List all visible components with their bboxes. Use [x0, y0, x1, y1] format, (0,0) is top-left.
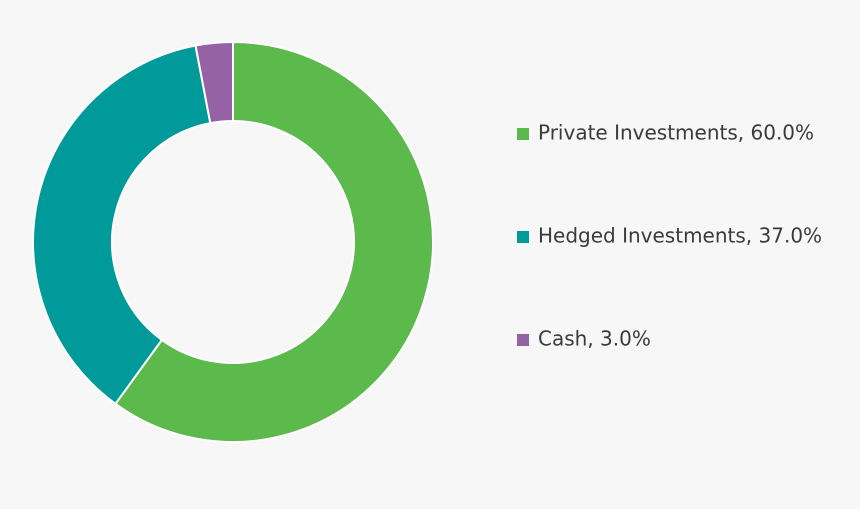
legend-swatch: [517, 128, 529, 140]
donut-slice: [114, 40, 434, 443]
legend-label: Hedged Investments, 37.0%: [538, 224, 822, 248]
legend-swatch: [517, 334, 529, 346]
legend-label: Cash, 3.0%: [538, 327, 651, 351]
legend-label: Private Investments, 60.0%: [538, 121, 814, 145]
legend-swatch: [517, 231, 529, 243]
donut-slice: [32, 44, 212, 406]
donut-slice: [194, 40, 234, 125]
